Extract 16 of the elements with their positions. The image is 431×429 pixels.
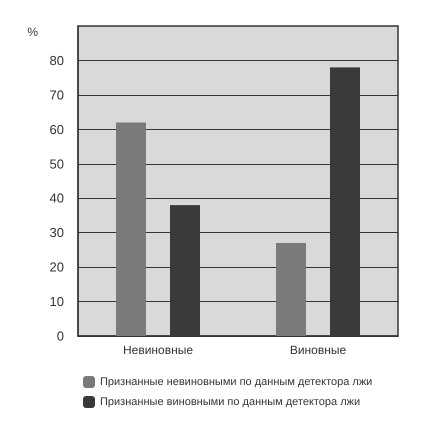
y-tick-label: 20 [50, 260, 64, 275]
y-tick-label: 10 [50, 294, 64, 310]
y-tick-label: 0 [56, 328, 64, 344]
x-tick-label: Виновные [290, 343, 346, 357]
x-tick-label: Невиновные [122, 343, 194, 357]
legend-label: Признанные невиновными по данным детектора лжи [100, 376, 372, 388]
y-tick-label: 40 [50, 190, 64, 206]
bar [276, 243, 306, 336]
y-axis-title: % [27, 25, 38, 39]
y-tick-label: 30 [50, 225, 64, 240]
y-tick-label: 50 [50, 156, 64, 172]
bar [116, 122, 146, 336]
legend-label: Признанные виновными по данным детектора лжи [100, 396, 360, 408]
y-tick-label: 70 [50, 87, 64, 102]
y-tick-label: 80 [50, 52, 64, 68]
y-tick-label: 60 [50, 122, 64, 137]
